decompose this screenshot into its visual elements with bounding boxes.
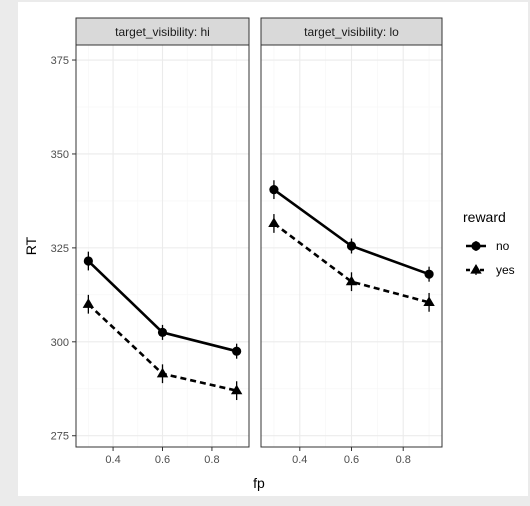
data-point-no (83, 256, 93, 266)
x-tick-label: 0.4 (105, 454, 120, 466)
y-tick-label: 275 (51, 431, 69, 443)
data-point-yes (82, 298, 95, 308)
data-point-yes (156, 367, 169, 378)
x-tick-label: 0.4 (292, 454, 307, 466)
x-tick-label: 0.8 (204, 454, 219, 466)
y-axis-title: RT (23, 236, 39, 255)
x-tick-label: 0.6 (344, 454, 359, 466)
data-point-yes (423, 296, 435, 306)
legend-title: reward (463, 209, 506, 225)
y-tick-label: 375 (51, 55, 69, 67)
x-tick-label: 0.8 (396, 454, 411, 466)
legend-label: no (496, 239, 510, 253)
y-tick-label: 350 (51, 149, 69, 161)
facet-strip-label: target_visibility: hi (115, 25, 210, 39)
data-point-no (232, 346, 242, 356)
y-tick-label: 325 (51, 243, 69, 255)
data-point-no (346, 241, 357, 251)
data-point-no (269, 185, 279, 195)
x-axis-title: fp (253, 475, 265, 491)
series-line-yes (273, 222, 430, 304)
x-tick-label: 0.6 (155, 454, 170, 466)
data-point-no (424, 269, 434, 279)
data-point-yes (230, 384, 243, 395)
y-tick-label: 300 (51, 337, 69, 349)
legend-key-marker-yes (470, 264, 482, 274)
legend-key-marker-no (471, 241, 481, 251)
data-point-yes (268, 217, 280, 228)
facet-strip-label: target_visibility: lo (304, 25, 399, 39)
legend-label: yes (496, 263, 515, 277)
data-point-yes (345, 275, 358, 286)
data-point-no (157, 327, 168, 338)
